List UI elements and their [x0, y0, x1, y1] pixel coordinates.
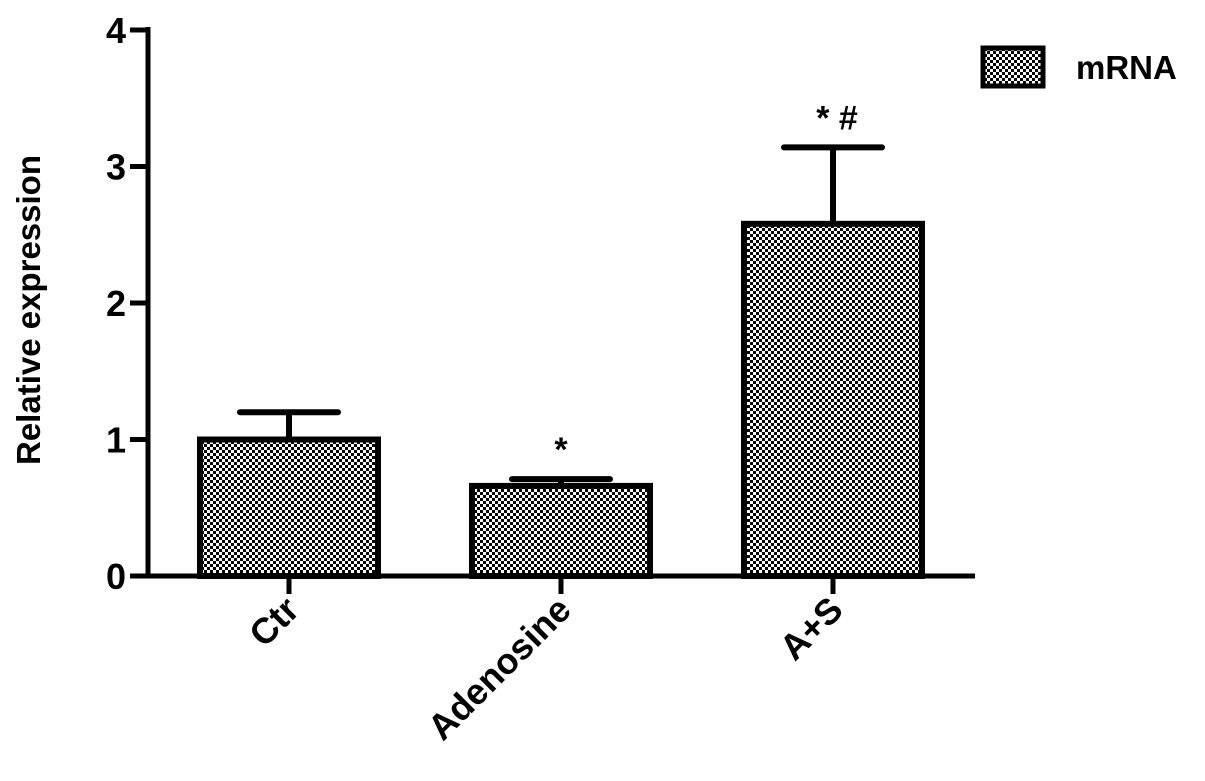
x-ticks: Ctr Adenosine A+S: [241, 576, 851, 748]
bar-adenosine: [469, 482, 653, 579]
y-tick-label-3: 3: [106, 147, 126, 188]
legend: mRNA: [980, 45, 1177, 89]
y-tick-label-2: 2: [106, 283, 126, 324]
y-tick-label-4: 4: [106, 10, 126, 51]
significance-label-1: *: [554, 431, 568, 469]
legend-swatch: [980, 45, 1046, 89]
y-tick-label-0: 0: [106, 556, 126, 597]
y-ticks: 0 1 2 3 4: [106, 10, 148, 597]
x-tick-label-2: A+S: [771, 589, 850, 668]
significance-label-2: * #: [816, 99, 858, 137]
bar-ctr: [197, 436, 381, 579]
bar-a-s: [741, 220, 925, 580]
bars: * * #: [197, 99, 925, 580]
legend-label-mrna: mRNA: [1076, 49, 1177, 86]
y-tick-label-1: 1: [106, 420, 126, 461]
x-tick-label-0: Ctr: [241, 589, 307, 655]
x-tick-label-1: Adenosine: [420, 589, 579, 748]
y-axis-label: Relative expression: [10, 155, 47, 465]
